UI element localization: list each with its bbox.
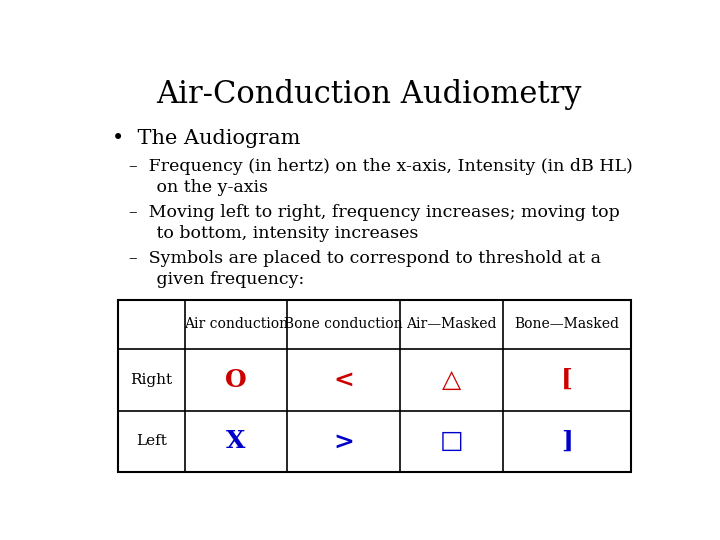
Text: Air conduction: Air conduction — [184, 318, 288, 332]
Text: Air—Masked: Air—Masked — [406, 318, 497, 332]
Text: Air-Conduction Audiometry: Air-Conduction Audiometry — [156, 79, 582, 110]
Text: –  Frequency (in hertz) on the x-axis, Intensity (in dB HL): – Frequency (in hertz) on the x-axis, In… — [129, 158, 633, 176]
Text: Bone conduction: Bone conduction — [284, 318, 403, 332]
Text: to bottom, intensity increases: to bottom, intensity increases — [129, 225, 418, 242]
Text: □: □ — [440, 429, 464, 454]
Text: •  The Audiogram: • The Audiogram — [112, 129, 301, 149]
Text: given frequency:: given frequency: — [129, 271, 305, 288]
Text: Bone—Masked: Bone—Masked — [515, 318, 620, 332]
Text: –  Moving left to right, frequency increases; moving top: – Moving left to right, frequency increa… — [129, 204, 620, 221]
Text: Left: Left — [136, 434, 167, 448]
Text: ]: ] — [561, 429, 573, 454]
Text: on the y-axis: on the y-axis — [129, 179, 268, 196]
Text: [: [ — [561, 368, 573, 392]
Text: Right: Right — [130, 373, 172, 387]
Text: X: X — [226, 429, 246, 454]
Text: –  Symbols are placed to correspond to threshold at a: – Symbols are placed to correspond to th… — [129, 250, 601, 267]
Text: △: △ — [442, 368, 462, 392]
Text: >: > — [333, 429, 354, 454]
Text: <: < — [333, 368, 354, 392]
Text: O: O — [225, 368, 247, 392]
